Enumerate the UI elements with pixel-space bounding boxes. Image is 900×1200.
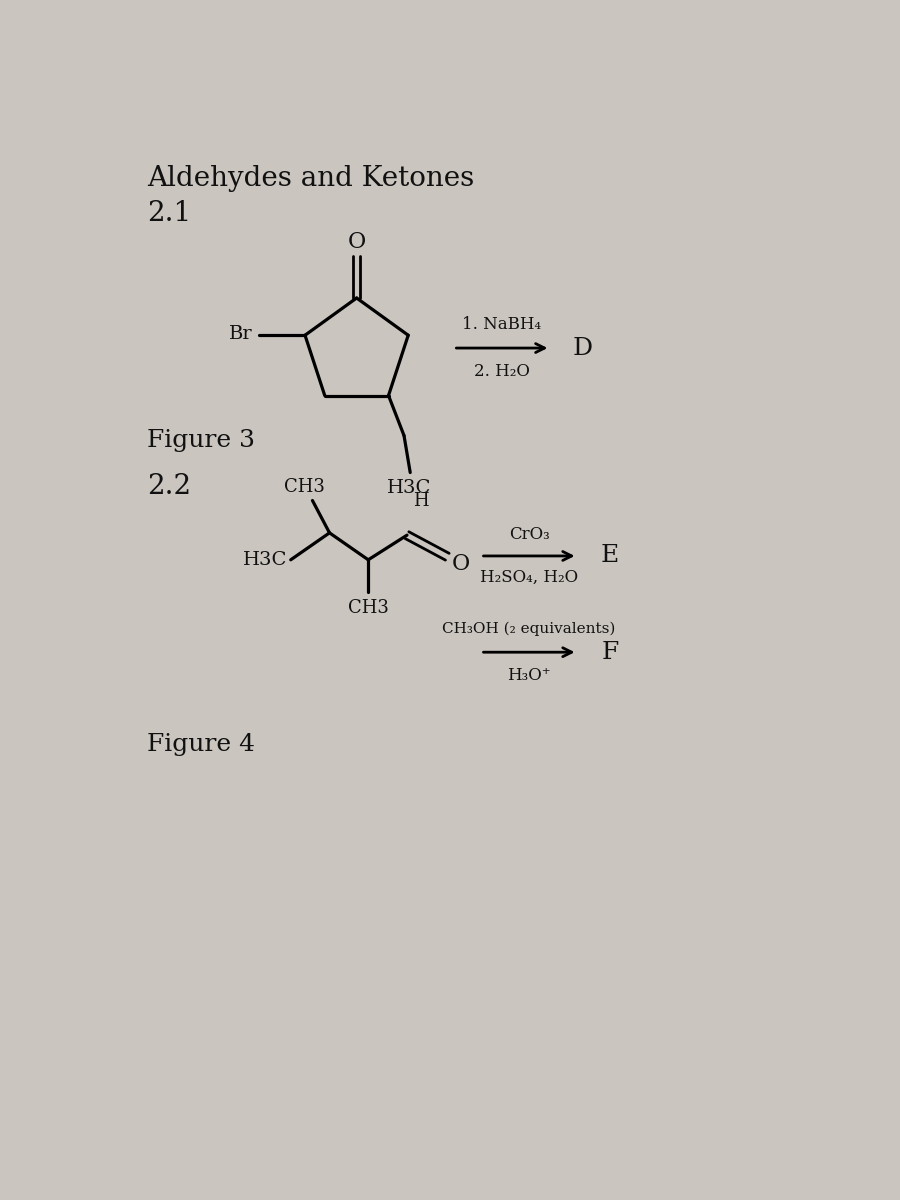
Text: H₂SO₄, H₂O: H₂SO₄, H₂O (480, 569, 578, 586)
Text: 2. H₂O: 2. H₂O (474, 362, 530, 379)
Text: F: F (601, 641, 618, 664)
Text: H₃O⁺: H₃O⁺ (508, 667, 551, 684)
Text: CrO₃: CrO₃ (508, 526, 549, 542)
Text: 2.1: 2.1 (148, 199, 192, 227)
Text: 2.2: 2.2 (148, 473, 192, 500)
Text: CH3: CH3 (284, 478, 325, 496)
Text: H: H (413, 492, 428, 510)
Text: D: D (573, 336, 593, 360)
Text: O: O (347, 230, 365, 253)
Text: Figure 3: Figure 3 (148, 428, 256, 452)
Text: Br: Br (229, 325, 252, 343)
Text: 1. NaBH₄: 1. NaBH₄ (463, 317, 542, 334)
Text: CH₃OH (₂ equivalents): CH₃OH (₂ equivalents) (443, 622, 616, 636)
Text: E: E (601, 545, 619, 568)
Text: H3C: H3C (386, 479, 431, 497)
Text: CH3: CH3 (347, 599, 389, 617)
Text: Aldehydes and Ketones: Aldehydes and Ketones (148, 166, 474, 192)
Text: H3C: H3C (242, 551, 287, 569)
Text: Figure 4: Figure 4 (148, 733, 256, 756)
Text: O: O (452, 553, 471, 576)
